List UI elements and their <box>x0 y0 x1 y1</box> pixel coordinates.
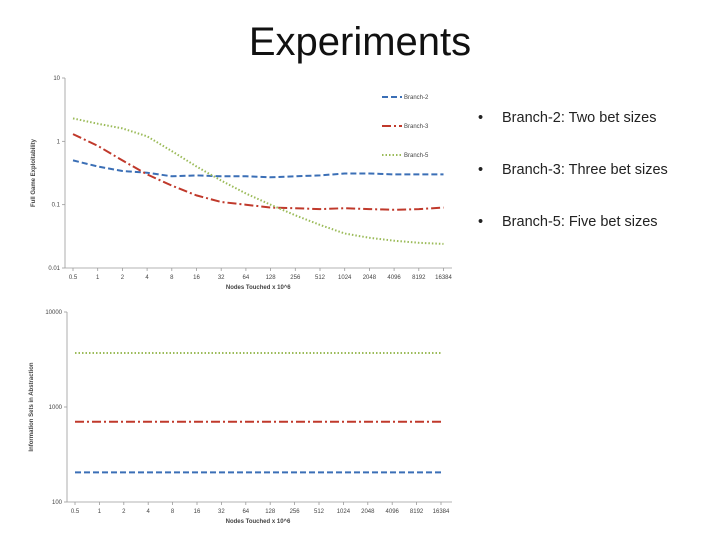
y-tick-label: 10000 <box>45 310 62 316</box>
x-tick-label: 2048 <box>361 509 375 515</box>
x-tick-label: 16384 <box>433 509 450 515</box>
y-tick-label: 100 <box>52 500 63 506</box>
bullet-text: Branch-3: Three bet sizes <box>502 162 668 178</box>
x-tick-label: 512 <box>315 275 326 281</box>
x-tick-label: 1024 <box>337 509 351 515</box>
x-tick-label: 32 <box>218 509 225 515</box>
bullet-item: • Branch-5: Five bet sizes <box>478 214 718 266</box>
x-axis-title: Nodes Touched x 10^6 <box>226 519 291 525</box>
x-tick-label: 512 <box>314 509 325 515</box>
x-tick-label: 32 <box>218 275 225 281</box>
y-tick-label: 1000 <box>49 405 63 411</box>
bullet-marker: • <box>478 214 484 230</box>
bullet-text: Branch-5: Five bet sizes <box>502 214 658 230</box>
y-tick-label: 10 <box>53 76 60 82</box>
legend-label: Branch-5 <box>404 153 429 159</box>
legend-label: Branch-3 <box>404 124 429 130</box>
y-tick-label: 0.1 <box>52 203 61 209</box>
x-tick-label: 4 <box>147 509 151 515</box>
x-tick-label: 16 <box>194 509 201 515</box>
y-axis-title: Information Sets in Abstraction <box>29 362 35 451</box>
x-tick-label: 128 <box>265 509 276 515</box>
x-tick-label: 1 <box>98 509 102 515</box>
bullet-marker: • <box>478 162 484 178</box>
series-line-branch-3 <box>72 133 444 211</box>
x-tick-label: 8192 <box>410 509 424 515</box>
bullet-item: • Branch-3: Three bet sizes <box>478 162 718 214</box>
bullet-marker: • <box>478 110 484 126</box>
y-tick-label: 1 <box>57 139 61 145</box>
series-line-branch-5 <box>72 117 444 245</box>
x-tick-label: 4096 <box>386 509 400 515</box>
x-tick-label: 1024 <box>338 275 352 281</box>
y-axis-title: Full Game Exploitability <box>31 138 37 207</box>
slide-title: Experiments <box>248 20 472 64</box>
x-tick-label: 8192 <box>412 275 426 281</box>
x-tick-label: 2048 <box>363 275 377 281</box>
x-tick-label: 64 <box>243 275 250 281</box>
x-tick-label: 16 <box>193 275 200 281</box>
bullet-text: Branch-2: Two bet sizes <box>502 110 657 126</box>
x-tick-label: 1 <box>96 275 100 281</box>
series-line-branch-2 <box>72 159 444 179</box>
x-tick-label: 256 <box>290 275 301 281</box>
x-tick-label: 256 <box>290 509 301 515</box>
x-tick-label: 0.5 <box>69 275 78 281</box>
x-tick-label: 8 <box>171 509 175 515</box>
legend-label: Branch-2 <box>404 95 429 101</box>
x-tick-label: 16384 <box>435 275 452 281</box>
x-tick-label: 8 <box>170 275 174 281</box>
x-tick-label: 2 <box>121 275 125 281</box>
bullet-list: • Branch-2: Two bet sizes • Branch-3: Th… <box>478 110 718 266</box>
x-tick-label: 64 <box>242 509 249 515</box>
y-tick-label: 0.01 <box>48 266 60 272</box>
x-axis-title: Nodes Touched x 10^6 <box>226 285 291 291</box>
x-tick-label: 4096 <box>387 275 401 281</box>
x-tick-label: 128 <box>266 275 277 281</box>
x-tick-label: 2 <box>122 509 126 515</box>
x-tick-label: 4 <box>145 275 149 281</box>
x-tick-label: 0.5 <box>71 509 80 515</box>
bullet-item: • Branch-2: Two bet sizes <box>478 110 718 162</box>
